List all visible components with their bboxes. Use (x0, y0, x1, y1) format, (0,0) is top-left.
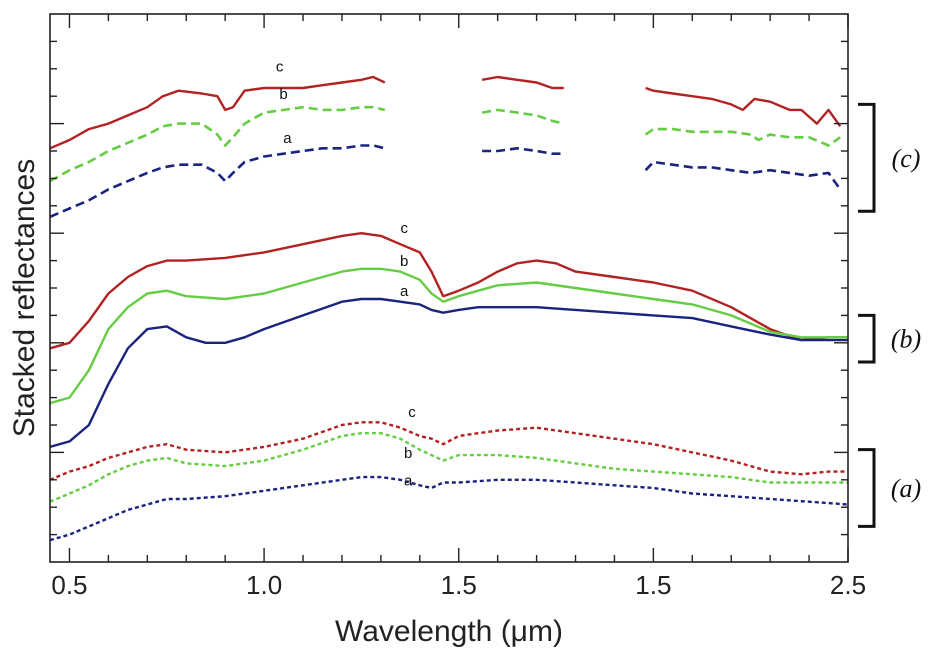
x-tick-label: 1.5 (441, 570, 477, 600)
group-bracket (858, 102, 876, 213)
x-tick-label: 2.5 (830, 570, 866, 600)
series-line-group1-a (482, 147, 564, 155)
curve-label: a (404, 472, 413, 489)
series-layer (49, 75, 849, 542)
curve-label: a (283, 130, 292, 147)
curve-label: c (400, 220, 408, 237)
curve-label: c (276, 59, 284, 76)
series-line-group3-b (49, 432, 848, 503)
series-line-group3-c (49, 421, 848, 481)
series-line-group1-b (481, 108, 565, 125)
series-line-group1-a (644, 160, 842, 191)
x-tick-label: 1.0 (246, 570, 282, 600)
group-bracket (858, 448, 876, 528)
series-line-group3-a (49, 475, 849, 542)
series-line-group2-c (49, 232, 848, 350)
group-label: (a) (891, 474, 921, 503)
x-axis-title: Wavelength (μm) (335, 615, 563, 648)
x-tick-label: 0.5 (51, 570, 87, 600)
group-label: (b) (891, 325, 921, 354)
curve-label: b (404, 445, 412, 462)
series-line-group1-c (49, 75, 386, 150)
axes-layer (49, 13, 849, 563)
series-line-group1-b (644, 127, 841, 147)
curve-label: a (400, 283, 409, 300)
x-tick-label: 1.5 (635, 570, 671, 600)
curve-label: c (408, 404, 416, 421)
group-brackets: (c) (b) (a) (858, 102, 921, 528)
y-axis-title: Stacked reflectances (8, 159, 41, 437)
series-line-group2-b (49, 267, 848, 405)
series-line-group2-a (49, 297, 848, 449)
plot-frame (49, 13, 849, 563)
series-line-group1-c (481, 75, 564, 90)
series-line-group1-a (49, 144, 386, 218)
curve-label: b (279, 86, 287, 103)
series-line-group1-b (49, 105, 386, 183)
series-line-group1-c (645, 86, 842, 127)
x-tick-labels: 0.5 1.0 1.5 1.5 2.5 (51, 570, 866, 600)
group-bracket (858, 313, 876, 364)
group-label: (c) (892, 144, 921, 173)
curve-label: b (400, 253, 408, 270)
